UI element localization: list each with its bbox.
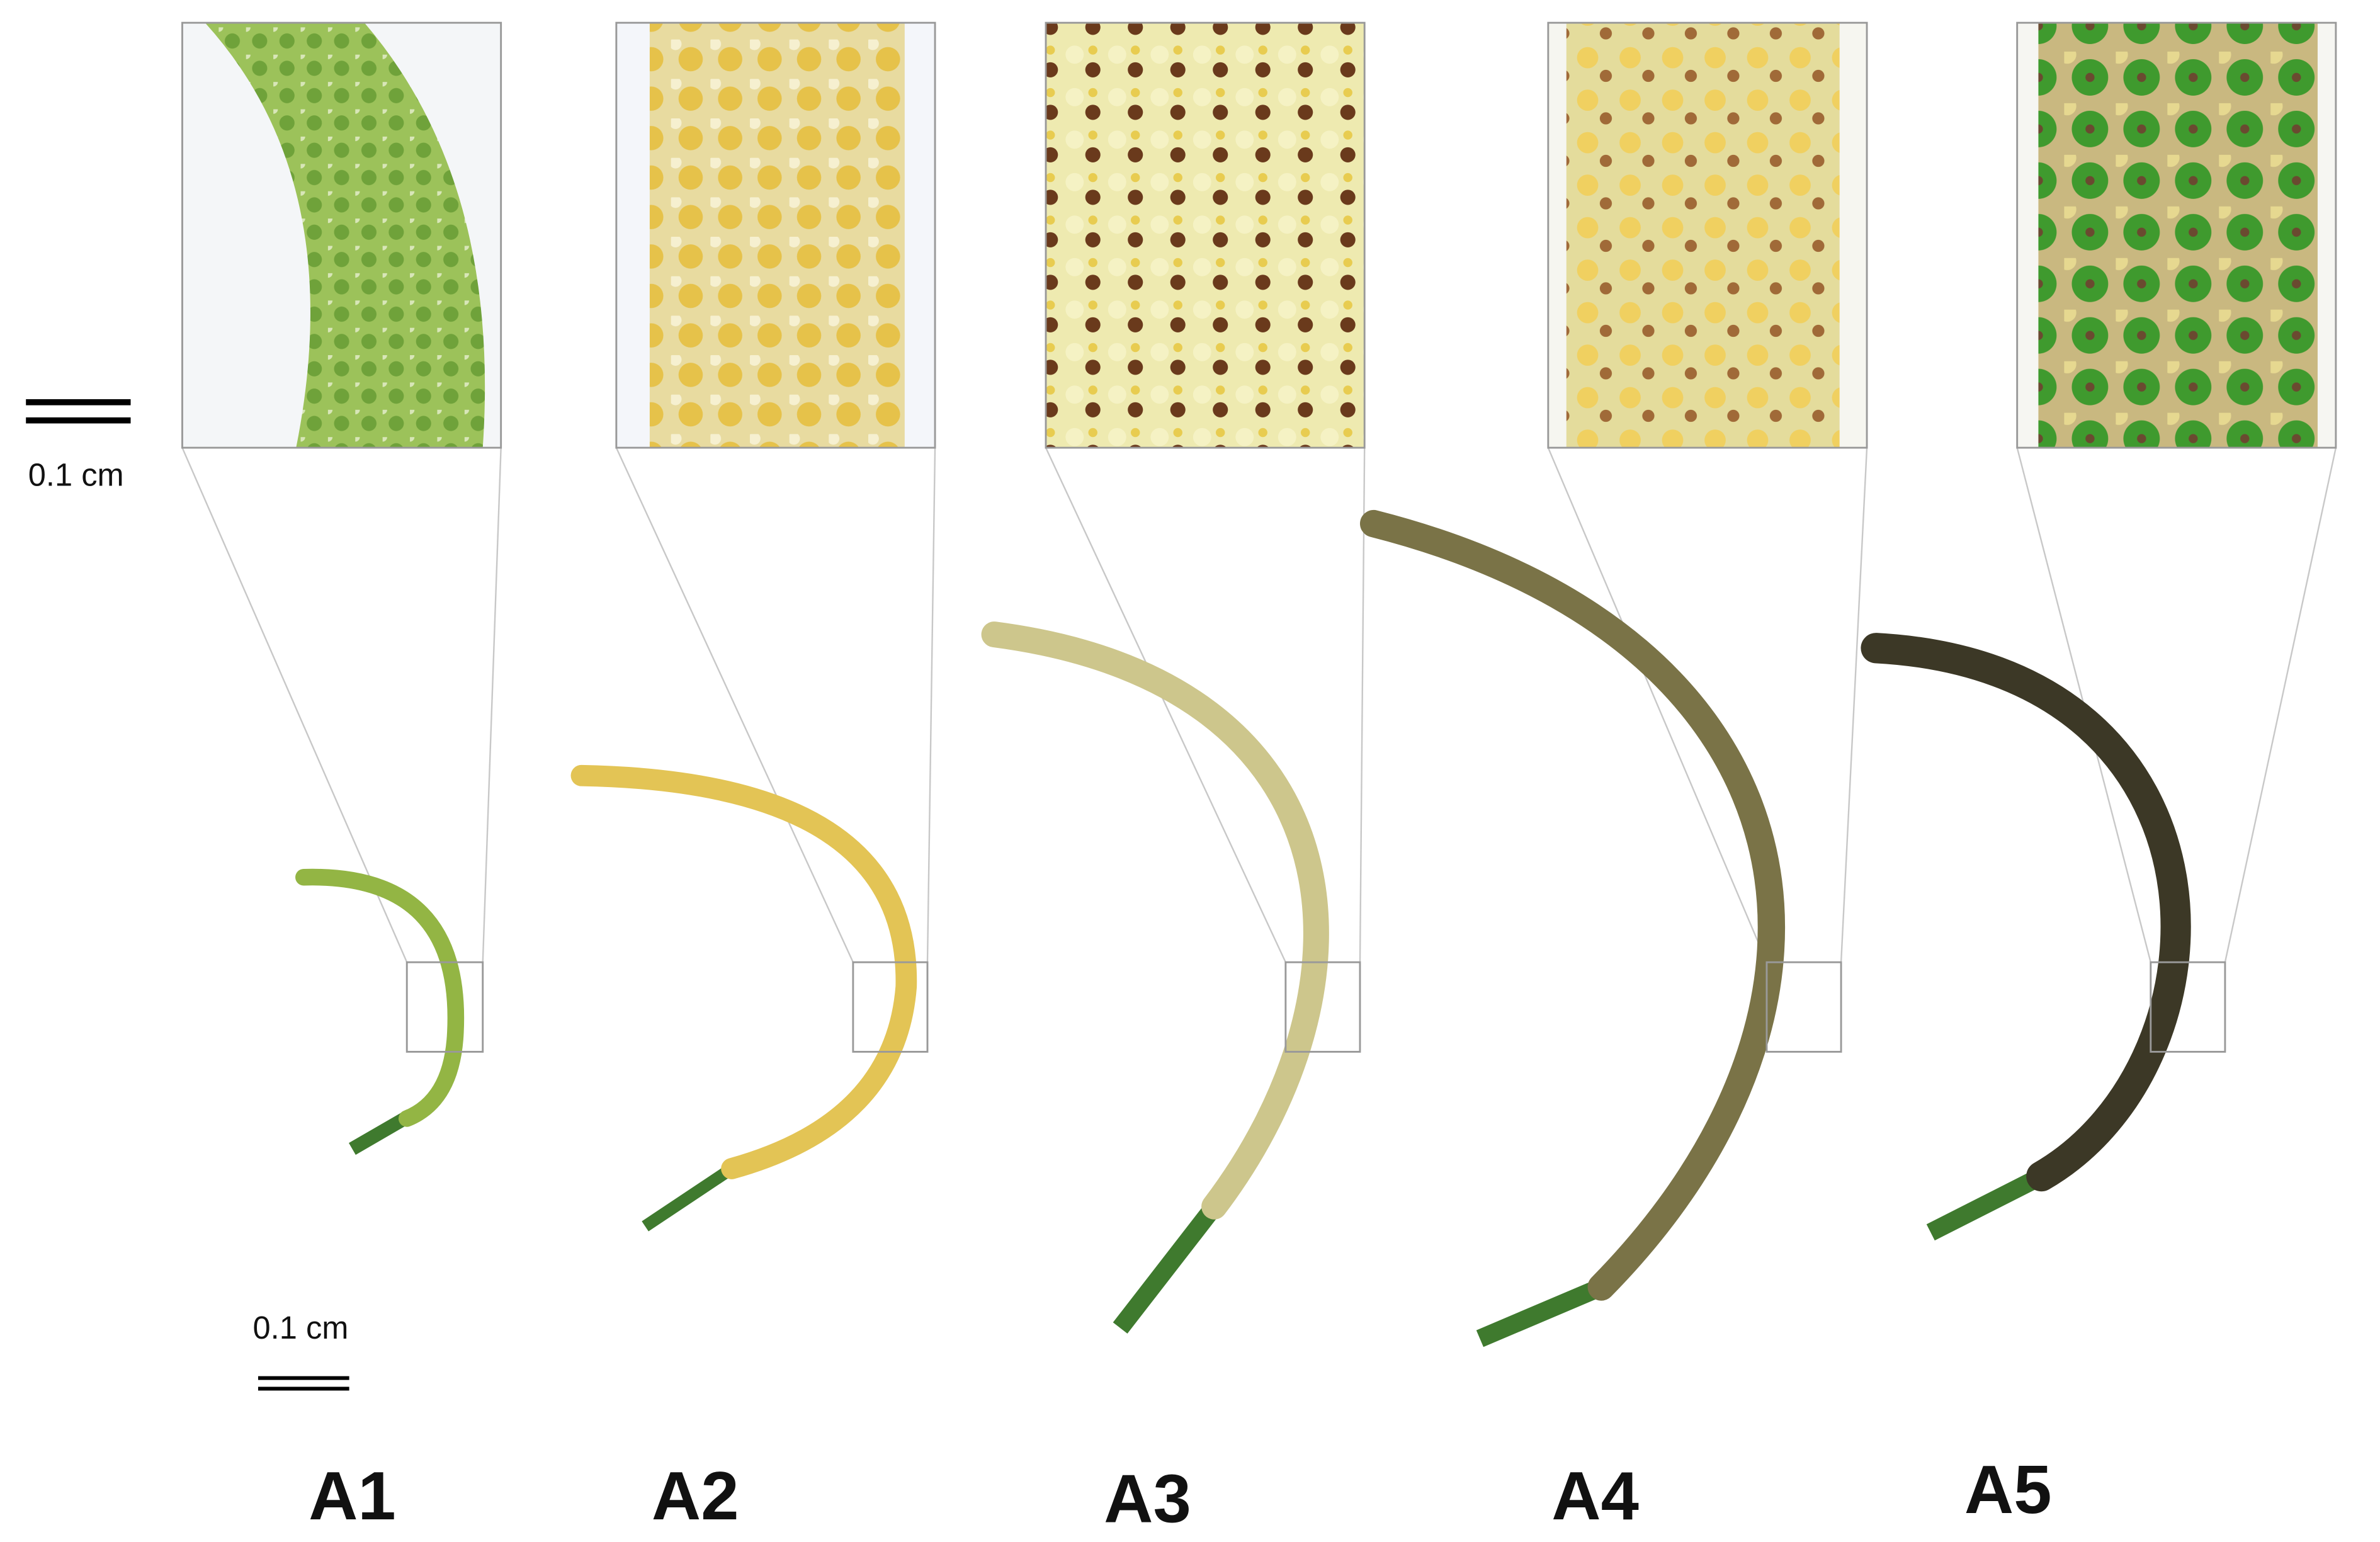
connectors <box>181 447 2337 963</box>
panel-label: A2 <box>652 1458 739 1534</box>
inset-a2 <box>616 23 936 448</box>
scale-bar-bottom: 0.1 cm <box>253 1310 349 1391</box>
inset-a5 <box>2017 23 2336 448</box>
insets <box>181 21 2337 449</box>
scale-label: 0.1 cm <box>253 1310 349 1346</box>
panel-label: A1 <box>309 1458 396 1534</box>
panel-label: A4 <box>1551 1458 1639 1534</box>
inset-a3 <box>1046 23 1365 448</box>
panel-label: A5 <box>1964 1451 2052 1528</box>
panel-label: A3 <box>1104 1461 1191 1537</box>
zoom-boxes <box>405 961 2226 1053</box>
inset-a4 <box>1548 23 1867 448</box>
spikes <box>295 509 2191 1347</box>
scale-bar-top: 0.1 cm <box>26 399 131 492</box>
scale-label: 0.1 cm <box>28 456 124 492</box>
